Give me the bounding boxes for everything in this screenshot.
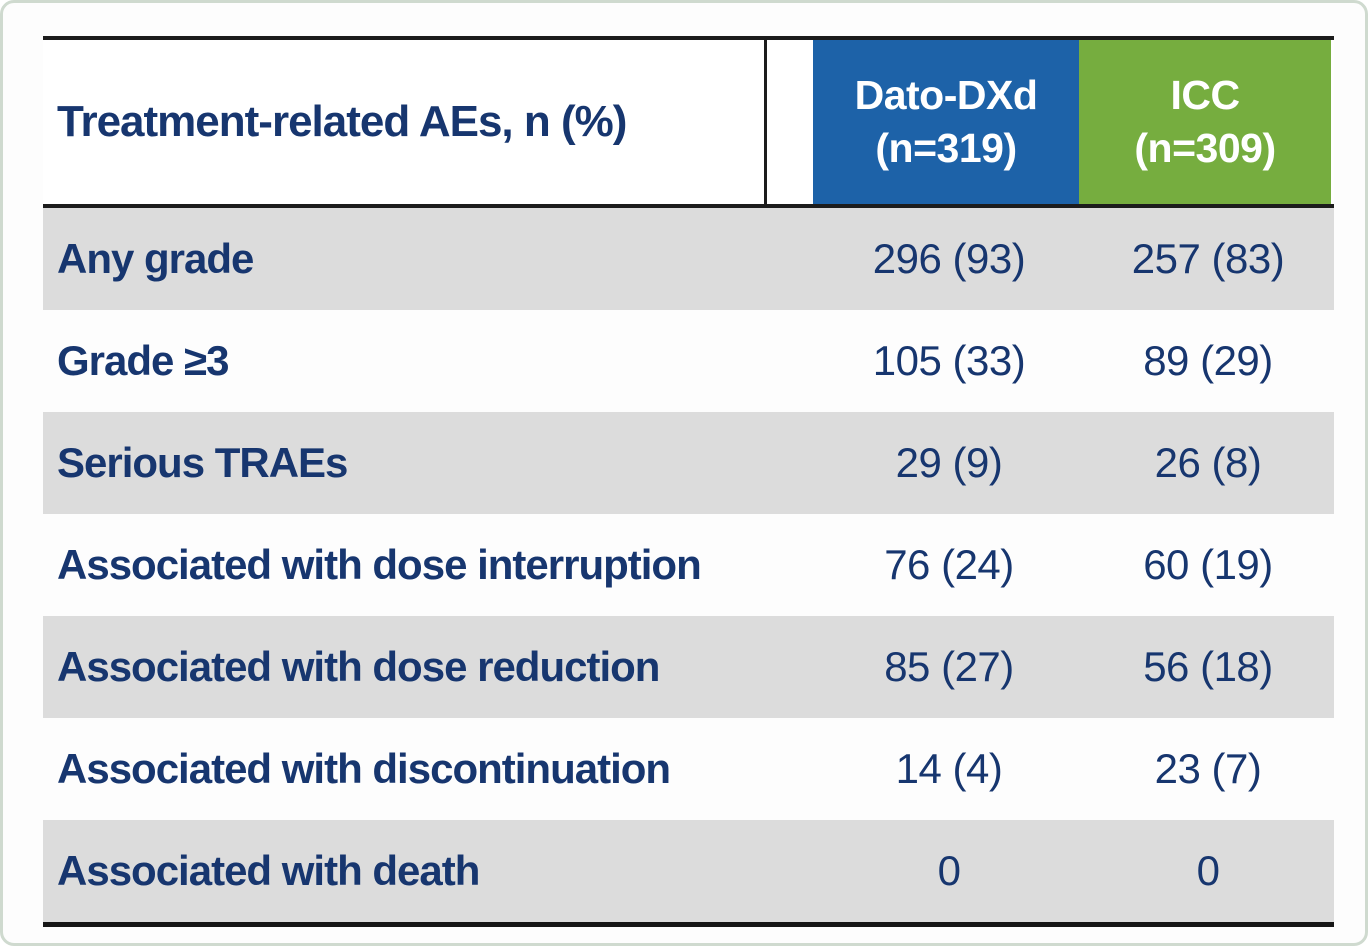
table-row-dose-reduction: Associated with dose reduction 85 (27) 5… — [43, 616, 1334, 718]
table-title-cell: Treatment-related AEs, n (%) — [43, 40, 767, 204]
icc-value: 0 — [1196, 847, 1220, 894]
dato-dxd-name: Dato-DXd — [854, 71, 1038, 118]
row-label: Associated with dose interruption — [57, 541, 702, 588]
dato-value: 29 (9) — [895, 439, 1003, 486]
row-label: Grade ≥3 — [57, 337, 229, 384]
table-row-serious-traes: Serious TRAEs 29 (9) 26 (8) — [43, 412, 1334, 514]
dato-value: 85 (27) — [884, 643, 1014, 690]
table-row-grade-ge3: Grade ≥3 105 (33) 89 (29) — [43, 310, 1334, 412]
icc-n: (n=309) — [1134, 125, 1276, 171]
table-title-text: Treatment-related AEs, n (%) — [57, 97, 627, 146]
icc-value: 56 (18) — [1143, 643, 1273, 690]
row-label: Associated with discontinuation — [57, 745, 671, 792]
table-header-row: Treatment-related AEs, n (%) Dato-DXd (n… — [43, 40, 1334, 208]
header-spacer — [767, 40, 813, 204]
icc-value: 26 (8) — [1154, 439, 1262, 486]
dato-value: 105 (33) — [872, 337, 1026, 384]
dato-value: 0 — [937, 847, 961, 894]
row-label: Serious TRAEs — [57, 439, 348, 486]
row-label: Associated with death — [57, 847, 480, 894]
icc-value: 23 (7) — [1154, 745, 1262, 792]
treatment-related-aes-table: Treatment-related AEs, n (%) Dato-DXd (n… — [43, 36, 1334, 927]
row-label: Any grade — [57, 235, 254, 282]
icc-value: 257 (83) — [1131, 235, 1285, 282]
icc-name: ICC — [1170, 71, 1240, 118]
column-header-icc: ICC (n=309) — [1079, 40, 1331, 204]
table-body: Any grade 296 (93) 257 (83) Grade ≥3 105… — [43, 208, 1334, 922]
dato-value: 76 (24) — [884, 541, 1014, 588]
table-row-discontinuation: Associated with discontinuation 14 (4) 2… — [43, 718, 1334, 820]
dato-value: 14 (4) — [895, 745, 1003, 792]
icc-value: 60 (19) — [1143, 541, 1273, 588]
dato-dxd-n: (n=319) — [875, 125, 1017, 171]
dato-value: 296 (93) — [872, 235, 1026, 282]
table-row-death: Associated with death 0 0 — [43, 820, 1334, 922]
table-row-any-grade: Any grade 296 (93) 257 (83) — [43, 208, 1334, 310]
table-row-dose-interruption: Associated with dose interruption 76 (24… — [43, 514, 1334, 616]
icc-value: 89 (29) — [1143, 337, 1273, 384]
row-label: Associated with dose reduction — [57, 643, 660, 690]
column-header-dato-dxd: Dato-DXd (n=319) — [813, 40, 1079, 204]
